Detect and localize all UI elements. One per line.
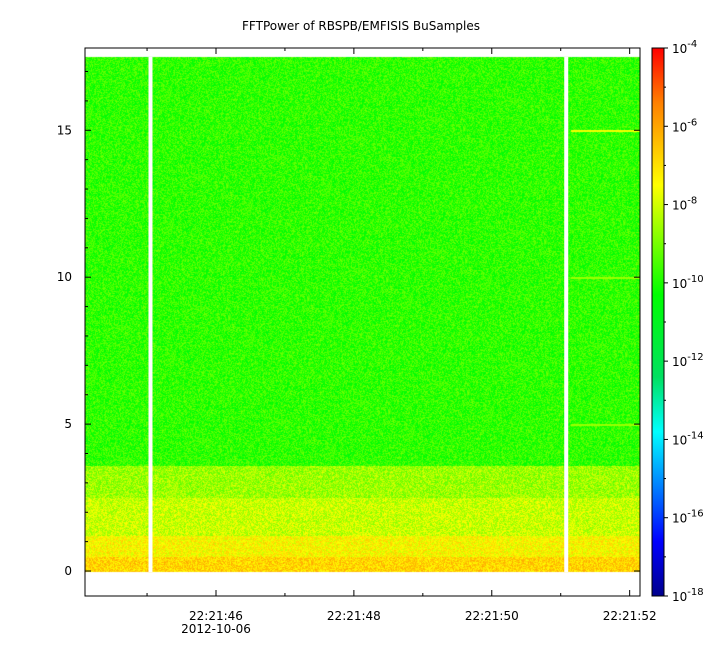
data-gap [148, 56, 153, 573]
colorbar-gradient [651, 47, 665, 597]
colorbar-tick-label: 10-10 [672, 274, 704, 291]
data-gap [564, 56, 569, 573]
colorbar-tick-label: 10-16 [672, 509, 704, 526]
spectrogram-plot-area [84, 47, 641, 597]
x-tick-date-label: 2012-10-06 [181, 622, 251, 636]
x-tick-label: 22:21:52 [603, 609, 657, 623]
colorbar-tick-label: 10-8 [672, 196, 697, 213]
chart-title: FFTPower of RBSPB/EMFISIS BuSamples [242, 19, 480, 33]
colorbar-tick-label: 10-14 [672, 430, 704, 447]
x-tick-label: 22:21:46 [189, 609, 243, 623]
x-tick-label: 22:21:50 [465, 609, 519, 623]
y-tick-label: 5 [64, 417, 72, 431]
y-tick-label: 15 [57, 123, 72, 137]
colorbar-tick-label: 10-18 [672, 587, 704, 604]
colorbar-tick-label: 10-12 [672, 352, 704, 369]
x-tick-label: 22:21:48 [327, 609, 381, 623]
spectrogram-image [85, 48, 640, 596]
colorbar-tick-label: 10-4 [672, 39, 697, 56]
colorbar: 10-18 10-16 10-14 10-12 10-10 10-8 10-6 10-4 [651, 39, 704, 604]
colorbar-ticks: 10-18 10-16 10-14 10-12 10-10 10-8 10-6 10-4 [664, 39, 704, 604]
data-gaps [148, 56, 569, 573]
plot-frame [84, 47, 641, 597]
y-tick-label: 0 [64, 564, 72, 578]
y-axis: 0 5 10 15 [57, 71, 640, 578]
y-tick-label: 10 [57, 270, 72, 284]
colorbar-tick-label: 10-6 [672, 117, 697, 134]
